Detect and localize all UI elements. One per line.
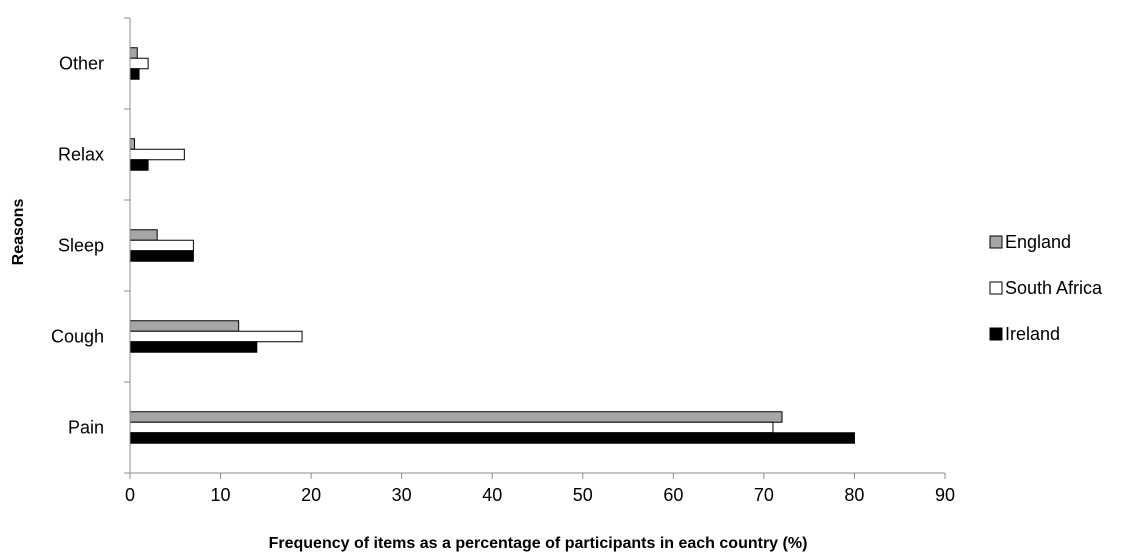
bar-pain-ireland (129, 432, 855, 444)
bar-other-ireland (129, 68, 140, 80)
bars-group (129, 47, 855, 444)
legend-label-ireland: Ireland (1005, 324, 1060, 344)
bar-pain-south-africa (129, 421, 774, 434)
bar-sleep-england (129, 229, 158, 241)
legend-swatch-ireland (989, 327, 1003, 341)
x-tick-label: 70 (754, 485, 774, 505)
bar-cough-south-africa (129, 330, 303, 343)
bar-sleep-ireland (129, 250, 194, 262)
legend: England South Africa Ireland (989, 232, 1103, 344)
bar-relax-england (129, 138, 136, 150)
legend-label-south-africa: South Africa (1005, 278, 1103, 298)
bar-relax-south-africa (129, 148, 185, 161)
x-tick-label: 20 (301, 485, 321, 505)
x-axis-title: Frequency of items as a percentage of pa… (269, 535, 808, 552)
bar-sleep-south-africa (129, 239, 194, 252)
y-tick-label: Sleep (58, 236, 104, 256)
y-tick-label: Pain (68, 418, 104, 438)
bar-pain-england (129, 411, 783, 423)
bar-other-england (129, 47, 138, 59)
axes-group: Pain Cough Sleep Relax Other 0 10 20 30 40 50 60 70 8… (51, 17, 955, 505)
x-tick-label: 50 (573, 485, 593, 505)
bar-other-south-africa (129, 57, 149, 70)
legend-label-england: England (1005, 232, 1071, 252)
y-axis-title: Reasons (10, 199, 27, 266)
y-tick-label: Other (59, 54, 104, 74)
bar-relax-ireland (129, 159, 149, 171)
x-tick-label: 90 (935, 485, 955, 505)
y-tick-label: Cough (51, 327, 104, 347)
x-tick-label: 0 (125, 485, 135, 505)
x-tick-label: 10 (211, 485, 231, 505)
x-tick-label: 80 (844, 485, 864, 505)
bar-cough-ireland (129, 341, 258, 353)
legend-swatch-south-africa (989, 281, 1003, 295)
y-tick-label: Relax (58, 145, 104, 165)
x-tick-label: 40 (482, 485, 502, 505)
bar-cough-england (129, 320, 240, 332)
x-tick-label: 30 (392, 485, 412, 505)
legend-swatch-england (989, 235, 1003, 249)
x-tick-label: 60 (663, 485, 683, 505)
